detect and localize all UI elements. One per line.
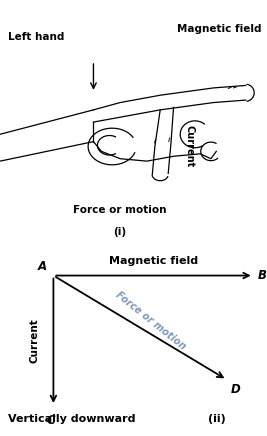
Text: (i): (i): [113, 227, 127, 237]
Text: Magnetic field: Magnetic field: [177, 24, 262, 34]
Text: B: B: [258, 269, 267, 282]
Text: Current: Current: [184, 126, 195, 167]
Text: Magnetic field: Magnetic field: [109, 255, 198, 266]
Text: Force or motion: Force or motion: [73, 205, 167, 215]
Text: D: D: [231, 383, 241, 396]
Text: Left hand: Left hand: [8, 32, 64, 41]
Text: Vertically downward: Vertically downward: [8, 414, 136, 424]
Text: Current: Current: [30, 318, 40, 363]
Text: (ii): (ii): [208, 414, 226, 424]
Text: Force or motion: Force or motion: [114, 290, 188, 352]
Text: C: C: [46, 414, 55, 427]
Text: A: A: [38, 259, 47, 272]
